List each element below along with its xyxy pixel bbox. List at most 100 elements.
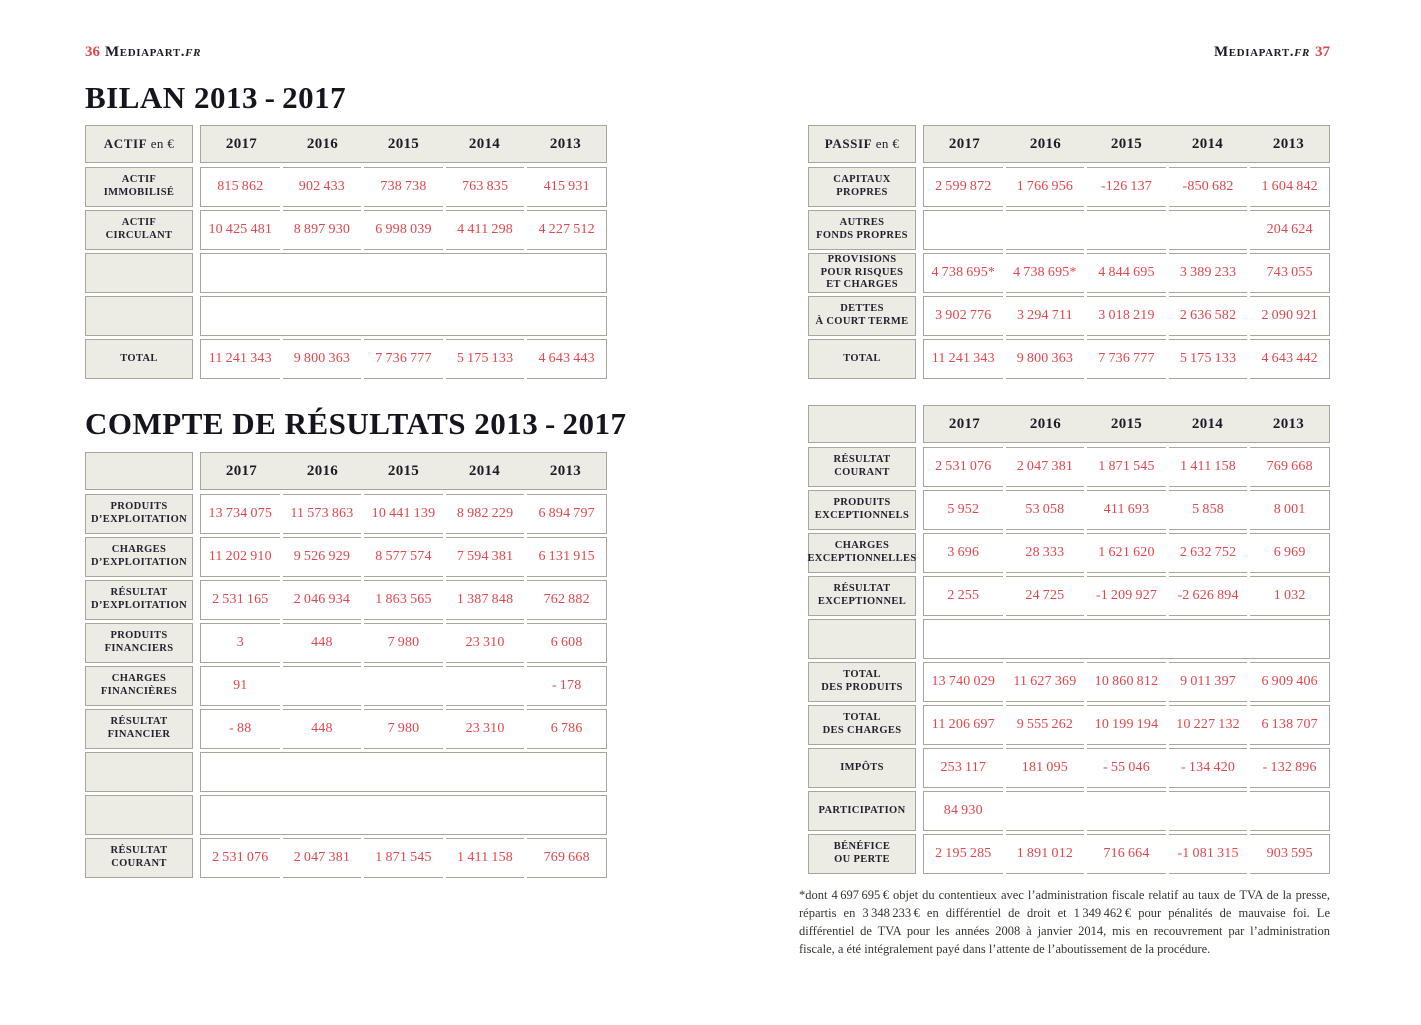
year-header-cells: 2017 2016 2015 2014 2013 [923,405,1330,443]
corner-title: ACTIF [103,136,148,152]
value-cell: 24 725 [1005,576,1085,616]
table-row: TOTAL DES CHARGES 11 206 697 9 555 262 10 1… [808,705,1330,745]
row-values: 2 531 076 2 047 381 1 871 545 1 411 158 769 … [923,447,1330,487]
value-cell: 9 555 262 [1005,705,1085,745]
value-cell: 448 [282,709,362,749]
brand-name-right: Mediapart. [1213,44,1295,60]
table-row: TOTAL DES PRODUITS 13 740 029 11 627 369 10… [808,662,1330,702]
value-cell: 1 891 012 [1005,834,1085,874]
row-label-cell-empty [85,253,193,293]
value-cell: 2 636 582 [1168,296,1248,336]
value-cell: 23 310 [445,709,525,749]
table-row: BÉNÉFICE OU PERTE 2 195 285 1 891 012 716 6… [808,834,1330,874]
value-cell: 13 734 075 [200,494,280,534]
row-values: 91 - 178 [200,666,607,706]
value-cell: 4 227 512 [527,210,607,250]
value-cell: 10 227 132 [1168,705,1248,745]
year-header: 2013 [549,462,582,479]
year-header: 2013 [1272,135,1305,152]
table-row: RÉSULTAT COURANT 2 531 076 2 047 381 1 871 … [808,447,1330,487]
year-header-cells: 2017 2016 2015 2014 2013 [200,125,607,163]
value-cell: -1 081 315 [1168,834,1248,874]
value-cell: 2 255 [923,576,1003,616]
value-cell: 2 531 076 [200,838,280,878]
value-cell: 28 333 [1005,533,1085,573]
row-label-cell: RÉSULTAT COURANT [85,838,193,878]
value-cell: 769 668 [527,838,607,878]
value-cell: 8 577 574 [364,537,443,577]
row-label-cell: PRODUITS EXCEPTIONNELS [808,490,916,530]
year-header: 2014 [1191,415,1224,432]
value-cell: -2 626 894 [1168,576,1248,616]
value-cell: 1 863 565 [364,580,443,620]
value-cell: 2 632 752 [1168,533,1248,573]
row-values: 84 930 [923,791,1330,831]
empty-data-cell [923,619,1330,659]
table-row: PRODUITS FINANCIERS 3 448 7 980 23 310 6 608 [85,623,607,663]
value-cell: 11 202 910 [200,537,280,577]
row-label-cell: PRODUITS D’EXPLOITATION [85,494,193,534]
value-cell: 6 998 039 [364,210,443,250]
value-cell: 11 627 369 [1005,662,1085,702]
value-cell: 5 175 133 [1168,339,1248,379]
table-corner-cell [85,452,193,490]
row-values: 2 531 076 2 047 381 1 871 545 1 411 158 769 … [200,838,607,878]
table-row [85,795,607,835]
year-header: 2015 [1110,135,1143,152]
value-cell: 1 411 158 [445,838,525,878]
year-header: 2013 [549,135,582,152]
row-values: 2 599 872 1 766 956 -126 137 -850 682 1 604 … [923,167,1330,207]
value-cell: - 88 [200,709,280,749]
value-cell: 902 433 [282,167,362,207]
year-header: 2014 [1191,135,1224,152]
value-cell: 2 531 165 [200,580,280,620]
value-cell: 2 599 872 [923,167,1003,207]
value-cell: 2 195 285 [923,834,1003,874]
value-cell: 762 882 [527,580,607,620]
value-cell: -126 137 [1087,167,1166,207]
year-header: 2017 [225,135,258,152]
table-row: ACTIF IMMOBILISÉ 815 862 902 433 738 738 763… [85,167,607,207]
year-header-cells: 2017 2016 2015 2014 2013 [923,125,1330,163]
value-cell: 411 693 [1087,490,1166,530]
value-cell: 7 980 [364,623,443,663]
value-cell: 4 844 695 [1087,253,1166,293]
year-header: 2016 [306,462,339,479]
value-cell: 6 894 797 [527,494,607,534]
table-row: PARTICIPATION 84 930 [808,791,1330,831]
value-cell: 738 738 [364,167,443,207]
value-cell: 2 047 381 [282,838,362,878]
row-label-cell: CHARGES EXCEPTIONNELLES [807,533,916,573]
row-label-cell: PROVISIONS POUR RISQUES ET CHARGES [808,253,916,293]
brand-suffix-right: fr [1294,44,1310,60]
row-label-cell: PARTICIPATION [808,791,916,831]
table-compte-resultats-left: 2017 2016 2015 2014 2013 PRODUITS D’EXPLOITAT… [85,452,607,881]
value-cell: - 132 896 [1250,748,1330,788]
table-row [85,752,607,792]
row-values: 2 195 285 1 891 012 716 664 -1 081 315 903 5… [923,834,1330,874]
value-cell: 3 902 776 [923,296,1003,336]
value-cell [923,210,1003,250]
value-cell: 815 862 [200,167,280,207]
row-values: 13 740 029 11 627 369 10 860 812 9 011 397 6… [923,662,1330,702]
row-label-cell: TOTAL DES PRODUITS [808,662,916,702]
value-cell: 2 090 921 [1250,296,1330,336]
page-number-right: 37 [1315,44,1330,60]
value-cell [445,666,525,706]
table-corner-cell: PASSIF en € [808,125,916,163]
year-header: 2016 [306,135,339,152]
value-cell: 6 909 406 [1250,662,1330,702]
value-cell: 7 736 777 [364,339,443,379]
row-values: 3 696 28 333 1 621 620 2 632 752 6 969 [923,533,1330,573]
value-cell: - 178 [527,666,607,706]
year-header: 2014 [468,135,501,152]
row-label-cell: IMPÔTS [808,748,916,788]
value-cell: 4 643 442 [1250,339,1330,379]
table-row: RÉSULTAT EXCEPTIONNEL 2 255 24 725 -1 209 9… [808,576,1330,616]
table-header-row: ACTIF en € 2017 2016 2015 2014 2013 [85,125,607,163]
value-cell [364,666,443,706]
page-header-left: 36 Mediapart.fr [85,44,201,61]
row-label-cell: CHARGES D’EXPLOITATION [85,537,193,577]
value-cell: -1 209 927 [1087,576,1166,616]
